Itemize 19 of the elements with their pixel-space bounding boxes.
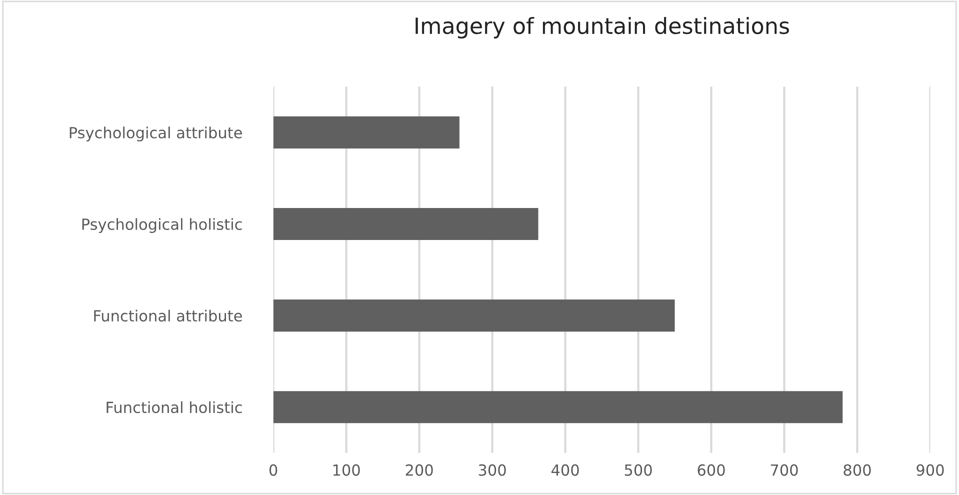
x-tick-label: 900 bbox=[916, 464, 944, 476]
y-tick-label: Functional holistic bbox=[106, 401, 242, 414]
x-tick-label: 700 bbox=[770, 464, 798, 476]
bar bbox=[273, 300, 675, 332]
x-tick-label: 300 bbox=[478, 464, 506, 476]
x-tick-label: 400 bbox=[551, 464, 579, 476]
bar bbox=[273, 391, 843, 424]
x-tick-label: 100 bbox=[333, 464, 360, 476]
y-tick-label: Psychological attribute bbox=[70, 126, 242, 142]
x-tick-label: 500 bbox=[624, 464, 652, 476]
x-tick-label: 0 bbox=[269, 464, 278, 476]
x-tick-label: 800 bbox=[844, 464, 871, 476]
y-tick-label: Psychological holistic bbox=[82, 218, 242, 233]
x-tick-label: 600 bbox=[698, 464, 725, 476]
y-tick-label: Functional attribute bbox=[94, 310, 242, 322]
bar bbox=[273, 208, 538, 240]
x-tick-label: 200 bbox=[406, 464, 433, 476]
chart-title: Imagery of mountain destinations bbox=[416, 16, 789, 38]
bar bbox=[273, 116, 460, 148]
